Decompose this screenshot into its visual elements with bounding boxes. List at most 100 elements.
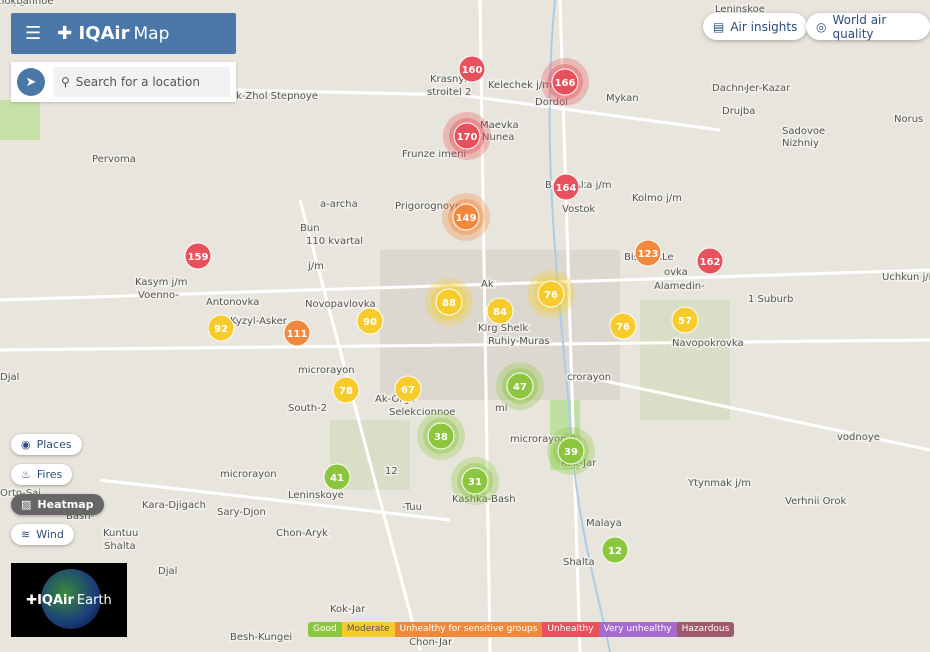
aqi-marker: [461, 467, 489, 495]
place-label: crorayon: [567, 372, 611, 383]
aqi-marker: [427, 422, 455, 450]
aqi-value: 47: [513, 382, 527, 393]
place-label: Selekcionnoe: [389, 407, 456, 418]
place-label: microrayon: [298, 365, 355, 376]
world-air-quality-button[interactable]: ◎ World air quality: [806, 13, 930, 41]
button-label: Air insights: [730, 19, 798, 34]
place-label: Uchkun j/m: [882, 272, 930, 283]
logo-text: IQAir: [78, 23, 130, 44]
place-label: Baygeldi: [0, 0, 43, 7]
aqi-marker: [452, 203, 480, 231]
terrain: [0, 100, 730, 490]
place-label: Navopokrovka: [672, 338, 744, 349]
place-label: Djal: [0, 372, 19, 383]
place-label: Djal: [158, 566, 177, 577]
place-label: Mykan: [606, 93, 639, 104]
aqi-value: 111: [287, 329, 308, 340]
park: [0, 100, 40, 140]
aqi-markers: 160 166 170 164 149 159 123 162 88 84 76 92 111 90 76 5…: [184, 55, 724, 564]
place-label: -Tuu: [402, 502, 422, 513]
place-label: Dachnoe: [712, 83, 756, 94]
aqi-marker: [557, 437, 585, 465]
aqi-value: 162: [700, 257, 721, 268]
aqi-marker: [537, 280, 565, 308]
aqi-marker: [323, 463, 351, 491]
legend-item: Good: [308, 622, 342, 637]
button-label: Fires: [36, 468, 63, 481]
place-label: vodnoye: [837, 432, 880, 443]
place-label: Nizhniy: [782, 138, 819, 149]
place-label: Besh-Kungei: [230, 632, 292, 643]
road: [298, 199, 422, 651]
place-label: 110 kvartal: [306, 236, 363, 247]
air-insights-button[interactable]: ▤ Air insights: [703, 13, 808, 40]
aqi-value: 76: [544, 290, 558, 301]
place-label: Shalta: [563, 557, 595, 568]
place-label: Le: [662, 252, 674, 263]
road: [0, 338, 930, 352]
place-label: Voenno-: [138, 290, 179, 301]
search-input[interactable]: ⚲ Search for a location: [53, 67, 230, 97]
legend-item: Unhealthy for sensitive groups: [394, 622, 543, 637]
places-button[interactable]: ◉ Places: [11, 434, 82, 455]
place-label: Ytynmak j/m: [687, 478, 751, 489]
aqi-marker: [671, 306, 699, 334]
wind-button[interactable]: ≋ Wind: [11, 524, 74, 545]
button-label: Heatmap: [37, 498, 94, 511]
aqi-value: 67: [401, 385, 415, 396]
place-label: Ak: [481, 279, 494, 290]
place-label: Ruhiy-Muras: [488, 336, 550, 347]
aqi-value: 123: [638, 249, 659, 260]
place-label: Maevka: [480, 120, 519, 131]
legend-item: Very unhealthy: [598, 622, 677, 637]
place-label: Kirg Shelk: [478, 323, 528, 334]
place-label: Dordoi: [535, 97, 568, 108]
road: [0, 268, 930, 302]
place-label: Antonovka: [206, 297, 259, 308]
aqi-value: 12: [608, 546, 622, 557]
aqi-marker: [601, 536, 629, 564]
menu-icon[interactable]: ☰: [25, 23, 42, 44]
place-label: Drujba: [722, 106, 755, 117]
legend-item: Hazardous: [676, 622, 735, 637]
aqi-marker: [435, 288, 463, 316]
aqi-value: 160: [462, 65, 483, 76]
place-label: a-archa: [320, 199, 358, 210]
aqi-value: 78: [339, 386, 353, 397]
aqi-marker: [486, 297, 514, 325]
place-label: Kyzyl-Asker: [230, 316, 288, 327]
aqi-value: 38: [434, 432, 448, 443]
aqi-value: 31: [468, 477, 482, 488]
road: [478, 0, 492, 652]
place-label: Tokbai: [0, 0, 32, 7]
place-label: Leninskoye: [288, 490, 344, 501]
urban: [380, 250, 620, 400]
place-label: Kolmo j/m: [632, 193, 682, 204]
place-label: Chon-Jar: [409, 637, 453, 648]
fires-button[interactable]: ♨ Fires: [11, 464, 73, 485]
aqi-marker: [551, 68, 579, 96]
place-label: Chon-Aryk: [276, 528, 328, 539]
place-label: k-Zhol Stepnoye: [236, 91, 318, 102]
place-label: mi: [495, 403, 508, 414]
road: [99, 478, 451, 522]
road: [599, 378, 930, 452]
globe: [41, 569, 101, 629]
legend: Good Moderate Unhealthy for sensitive grou…: [308, 622, 735, 637]
place-label: Alamedin-: [654, 281, 705, 292]
place-label: Kelechek j/m: [488, 80, 552, 91]
place-label: Malaya: [586, 518, 622, 529]
place-label: Kuntuu: [103, 528, 138, 539]
aqi-marker: [356, 307, 384, 335]
place-label: Kara-Djigach: [142, 500, 206, 511]
aqi-marker: [506, 372, 534, 400]
place-label: Norus: [894, 114, 923, 125]
aqi-marker: [184, 242, 212, 270]
heatmap-button[interactable]: ▨ Heatmap: [11, 494, 104, 515]
place-label: Novopavlovka: [305, 299, 376, 310]
earth-card[interactable]: ✚IQAir Earth: [11, 563, 127, 637]
locate-button[interactable]: ➤: [17, 68, 45, 96]
